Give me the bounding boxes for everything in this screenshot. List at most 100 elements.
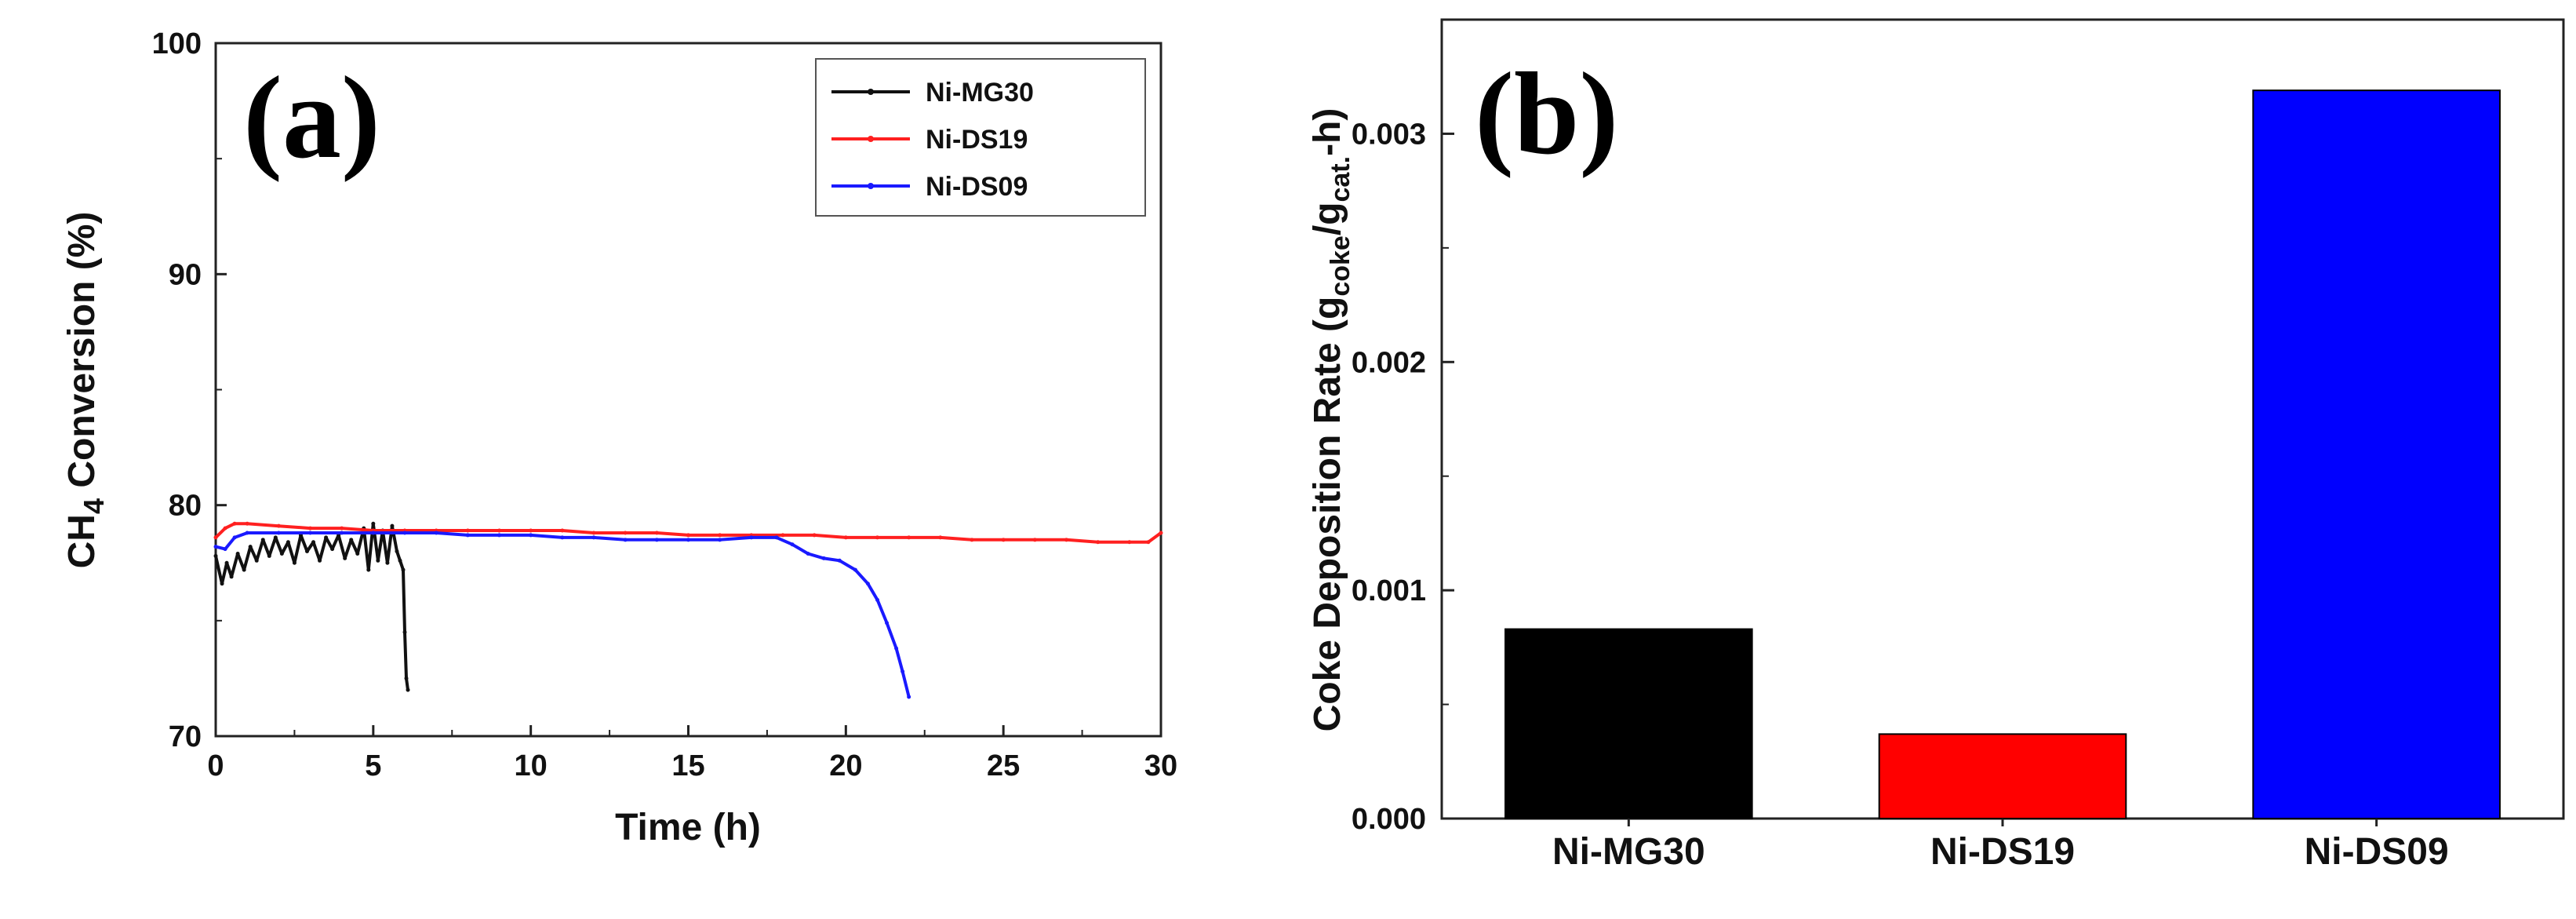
data-point-ni-ds09 <box>465 533 470 538</box>
data-point-ni-mg30 <box>349 538 354 542</box>
data-point-ni-mg30 <box>401 567 406 572</box>
x-tick-label-a: 10 <box>515 749 548 782</box>
data-point-ni-ds09 <box>276 531 281 535</box>
data-point-ni-ds09 <box>853 567 857 572</box>
data-point-ni-mg30 <box>311 540 316 545</box>
y-label-b-mid: /g <box>1307 202 1348 236</box>
data-point-ni-mg30 <box>304 549 309 554</box>
y-label-b-main: Coke Deposition Rate (g <box>1307 297 1348 732</box>
data-point-ni-ds09 <box>591 535 596 540</box>
data-point-ni-ds09 <box>245 531 249 535</box>
data-point-ni-mg30 <box>402 630 407 635</box>
series-line-ni-ds09 <box>215 531 911 698</box>
data-point-ni-ds09 <box>560 535 565 540</box>
data-point-ni-ds19 <box>529 528 533 533</box>
data-point-ni-mg30 <box>330 547 335 552</box>
data-point-ni-ds09 <box>821 556 826 560</box>
series-line-ni-ds19 <box>214 522 1162 544</box>
data-point-ni-ds09 <box>790 542 795 547</box>
y-label-b-sub2: cat. <box>1326 156 1355 202</box>
series-line-ni-mg30 <box>214 522 409 691</box>
data-point-ni-ds09 <box>308 531 312 535</box>
data-point-ni-ds19 <box>686 533 690 538</box>
y-tick-label-a: 90 <box>169 258 202 291</box>
data-point-ni-ds09 <box>907 695 911 699</box>
data-point-ni-ds09 <box>865 582 870 586</box>
panel-label-a: (a) <box>243 53 380 183</box>
axis-ticks-a: 0 5 10 15 20 25 30 70 80 90 100 <box>152 27 1178 782</box>
data-point-ni-ds19 <box>232 521 237 526</box>
y-tick-label-b: 0.002 <box>1352 346 1426 379</box>
data-point-ni-ds19 <box>907 535 911 540</box>
data-point-ni-mg30 <box>324 535 329 540</box>
data-point-ni-ds19 <box>591 531 596 535</box>
category-label-ni-ds19: Ni-DS19 <box>1930 831 2075 873</box>
data-point-ni-ds19 <box>938 535 943 540</box>
x-tick-label-a: 15 <box>671 749 704 782</box>
data-point-ni-mg30 <box>385 560 390 565</box>
data-point-ni-ds09 <box>875 597 879 602</box>
y-axis-label-b: Coke Deposition Rate (gcoke/gcat.-h) <box>1307 108 1355 732</box>
y-label-a-rest: Conversion (%) <box>61 212 103 498</box>
y-label-a-main: CH <box>61 514 103 568</box>
data-point-ni-mg30 <box>366 567 371 572</box>
legend-label-ni-mg30: Ni-MG30 <box>926 78 1034 108</box>
data-point-ni-ds09 <box>213 545 218 549</box>
data-point-ni-ds09 <box>894 646 899 651</box>
x-tick-label-a: 20 <box>829 749 862 782</box>
data-point-ni-ds19 <box>843 535 848 540</box>
data-point-ni-mg30 <box>248 545 253 549</box>
data-point-ni-ds09 <box>718 538 722 542</box>
data-point-ni-ds09 <box>749 535 754 540</box>
y-tick-label-a: 80 <box>169 490 202 523</box>
data-point-ni-mg30 <box>398 558 402 563</box>
data-point-ni-mg30 <box>404 676 409 680</box>
data-point-ni-ds19 <box>245 521 249 526</box>
data-point-ni-mg30 <box>220 582 224 586</box>
data-point-ni-ds19 <box>560 528 565 533</box>
data-point-ni-ds09 <box>223 547 227 552</box>
data-point-ni-mg30 <box>267 553 271 558</box>
legend-a: Ni-MG30 Ni-DS19 Ni-DS09 <box>815 58 1146 217</box>
y-tick-label-b: 0.001 <box>1352 574 1426 607</box>
data-point-ni-ds19 <box>223 526 227 531</box>
y-axis-label-a: CH4 Conversion (%) <box>61 212 110 569</box>
data-point-ni-ds19 <box>1096 540 1101 545</box>
x-tick-label-a: 0 <box>207 749 224 782</box>
chart-panel-b: 0.000 0.001 0.002 0.003 Ni-MG30 Ni-DS19 Ni-DS0… <box>1307 18 2565 873</box>
data-point-ni-mg30 <box>371 521 376 526</box>
data-point-ni-mg30 <box>213 553 218 558</box>
legend-label-ni-ds09: Ni-DS09 <box>926 172 1028 202</box>
legend-marker-ni-mg30 <box>868 89 874 95</box>
data-point-ni-ds09 <box>686 538 690 542</box>
data-point-ni-ds09 <box>434 531 438 535</box>
data-point-ni-ds19 <box>465 528 470 533</box>
data-point-ni-ds19 <box>308 526 312 531</box>
series-group-a <box>213 521 1163 699</box>
legend-label-ni-ds19: Ni-DS19 <box>926 125 1028 155</box>
data-point-ni-mg30 <box>235 551 240 556</box>
y-tick-label-b: 0.003 <box>1352 118 1426 151</box>
y-label-b-sub1: coke <box>1326 235 1355 297</box>
data-point-ni-ds09 <box>402 531 407 535</box>
bar-ni-mg30 <box>1504 628 1753 819</box>
data-point-ni-ds19 <box>1001 538 1006 542</box>
data-point-ni-ds09 <box>497 533 501 538</box>
data-point-ni-ds19 <box>1064 538 1068 542</box>
data-point-ni-mg30 <box>406 687 410 692</box>
category-label-ni-ds09: Ni-DS09 <box>2305 831 2449 873</box>
legend-marker-ni-ds19 <box>868 136 874 142</box>
chart-panel-a: 0 5 10 15 20 25 30 70 80 90 100 (a) Time (h) CH4 C… <box>61 27 1177 848</box>
data-point-ni-ds19 <box>1146 540 1151 545</box>
data-point-ni-ds19 <box>1032 538 1037 542</box>
legend-marker-ni-ds09 <box>868 183 874 189</box>
data-point-ni-ds19 <box>497 528 501 533</box>
data-point-ni-ds19 <box>1159 531 1163 535</box>
data-point-ni-ds19 <box>623 531 628 535</box>
data-point-ni-mg30 <box>343 556 347 560</box>
data-point-ni-ds19 <box>340 526 344 531</box>
axis-ticks-b: 0.000 0.001 0.002 0.003 Ni-MG30 Ni-DS19 Ni-DS0… <box>1352 118 2449 873</box>
data-point-ni-ds19 <box>780 533 785 538</box>
data-point-ni-mg30 <box>242 567 246 572</box>
